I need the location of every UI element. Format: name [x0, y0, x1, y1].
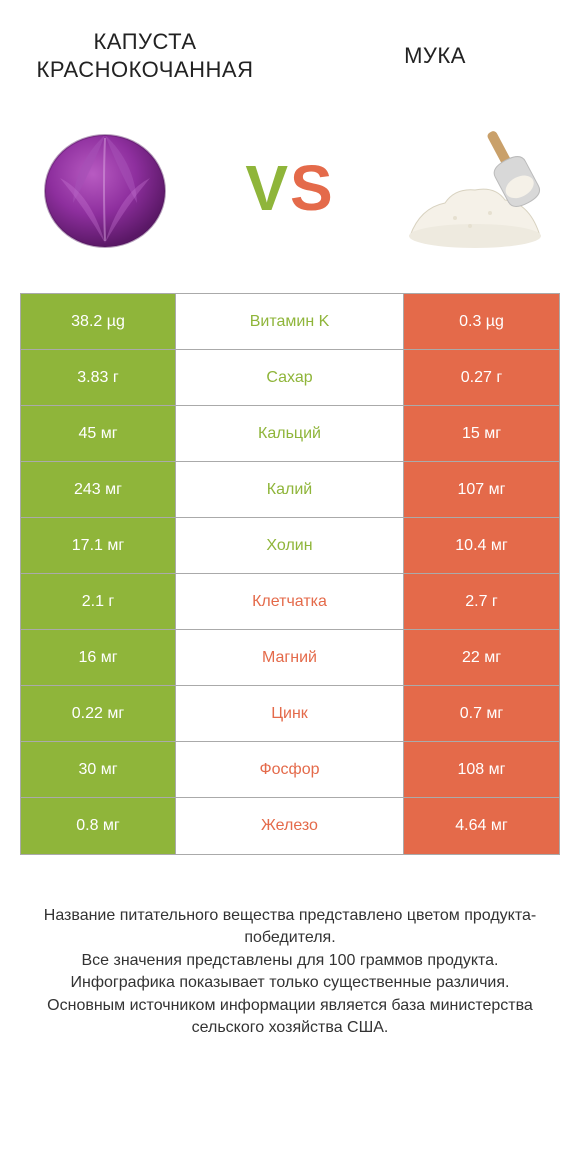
- left-value: 17.1 мг: [21, 518, 176, 573]
- nutrient-label: Магний: [176, 630, 404, 685]
- footer-line: Основным источником информации является …: [35, 995, 545, 1040]
- left-value: 0.22 мг: [21, 686, 176, 741]
- vs-label: VS: [245, 151, 334, 225]
- comparison-table: 38.2 µgВитамин K0.3 µg3.83 гСахар0.27 г4…: [20, 293, 560, 855]
- right-value: 22 мг: [404, 630, 559, 685]
- nutrient-label: Витамин K: [176, 294, 404, 349]
- nutrient-label: Сахар: [176, 350, 404, 405]
- table-row: 38.2 µgВитамин K0.3 µg: [21, 294, 559, 350]
- right-value: 0.27 г: [404, 350, 559, 405]
- right-value: 0.7 мг: [404, 686, 559, 741]
- nutrient-label: Холин: [176, 518, 404, 573]
- hero-row: VS: [0, 83, 580, 293]
- table-row: 0.8 мгЖелезо4.64 мг: [21, 798, 559, 854]
- footer-line: Все значения представлены для 100 граммо…: [35, 950, 545, 972]
- right-value: 10.4 мг: [404, 518, 559, 573]
- left-value: 45 мг: [21, 406, 176, 461]
- header-right-title: МУКА: [290, 28, 580, 83]
- right-value: 0.3 µg: [404, 294, 559, 349]
- right-value: 107 мг: [404, 462, 559, 517]
- table-row: 16 мгМагний22 мг: [21, 630, 559, 686]
- table-row: 2.1 гКлетчатка2.7 г: [21, 574, 559, 630]
- vs-s: S: [290, 152, 335, 224]
- right-value: 4.64 мг: [404, 798, 559, 854]
- header-left-title: КАПУСТА КРАСНОКОЧАННАЯ: [0, 28, 290, 83]
- nutrient-label: Кальций: [176, 406, 404, 461]
- left-value: 38.2 µg: [21, 294, 176, 349]
- left-value: 243 мг: [21, 462, 176, 517]
- nutrient-label: Калий: [176, 462, 404, 517]
- left-value: 30 мг: [21, 742, 176, 797]
- table-row: 45 мгКальций15 мг: [21, 406, 559, 462]
- nutrient-label: Клетчатка: [176, 574, 404, 629]
- table-row: 3.83 гСахар0.27 г: [21, 350, 559, 406]
- footer-line: Название питательного вещества представл…: [35, 905, 545, 950]
- table-row: 243 мгКалий107 мг: [21, 462, 559, 518]
- table-row: 30 мгФосфор108 мг: [21, 742, 559, 798]
- left-value: 2.1 г: [21, 574, 176, 629]
- footer-notes: Название питательного вещества представл…: [0, 855, 580, 1039]
- table-row: 0.22 мгЦинк0.7 мг: [21, 686, 559, 742]
- flour-icon: [400, 118, 550, 258]
- nutrient-label: Железо: [176, 798, 404, 854]
- right-value: 108 мг: [404, 742, 559, 797]
- header: КАПУСТА КРАСНОКОЧАННАЯ МУКА: [0, 0, 580, 83]
- left-value: 3.83 г: [21, 350, 176, 405]
- nutrient-label: Цинк: [176, 686, 404, 741]
- left-value: 0.8 мг: [21, 798, 176, 854]
- right-value: 2.7 г: [404, 574, 559, 629]
- footer-line: Инфографика показывает только существенн…: [35, 972, 545, 994]
- nutrient-label: Фосфор: [176, 742, 404, 797]
- left-value: 16 мг: [21, 630, 176, 685]
- red-cabbage-icon: [30, 118, 180, 258]
- right-value: 15 мг: [404, 406, 559, 461]
- vs-v: V: [245, 152, 290, 224]
- table-row: 17.1 мгХолин10.4 мг: [21, 518, 559, 574]
